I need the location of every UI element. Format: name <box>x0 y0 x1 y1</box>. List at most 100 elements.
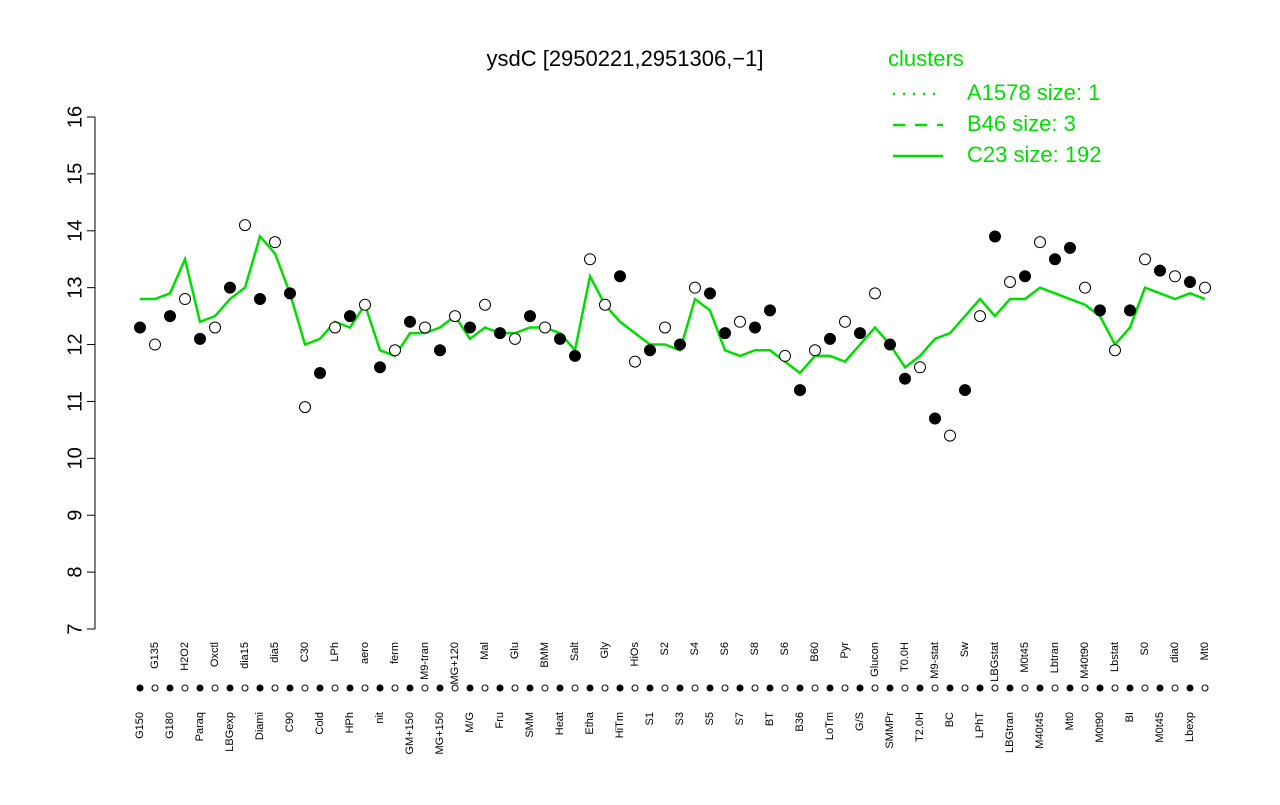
x-tick-label: HiTm <box>614 712 626 738</box>
rug-dot <box>916 684 924 692</box>
data-point <box>194 332 206 345</box>
data-point <box>629 355 641 368</box>
data-point <box>689 281 701 294</box>
x-tick-label: Salt <box>569 642 581 661</box>
data-point <box>404 315 416 328</box>
data-point <box>1154 264 1166 277</box>
rug-dot <box>961 684 969 692</box>
rug-dot <box>1156 684 1164 692</box>
rug-dot <box>511 684 519 692</box>
x-tick-label: G180 <box>164 712 176 739</box>
x-tick-label: Glucon <box>869 642 881 677</box>
rug-dot <box>496 684 504 692</box>
rug-dot <box>601 684 609 692</box>
data-point <box>809 344 821 357</box>
x-tick-label: G150 <box>134 712 146 739</box>
y-tick-label: 9 <box>64 510 86 521</box>
x-tick-label: Diami <box>254 712 266 740</box>
x-tick-label: S8 <box>749 642 761 655</box>
data-point <box>434 344 446 357</box>
data-point <box>869 287 881 300</box>
data-point <box>1199 281 1211 294</box>
data-point <box>929 412 941 425</box>
x-tick-label: BC <box>944 712 956 727</box>
y-tick-label: 13 <box>64 277 86 299</box>
rug-dot <box>901 684 909 692</box>
data-point <box>494 327 506 340</box>
data-point <box>914 361 926 374</box>
data-point <box>584 253 596 266</box>
rug-dot <box>316 684 324 692</box>
rug-dot <box>556 684 564 692</box>
rug-dot <box>196 684 204 692</box>
data-point <box>989 230 1001 243</box>
data-point <box>824 332 836 345</box>
rug-dot <box>1021 684 1029 692</box>
rug-dot <box>766 684 774 692</box>
x-tick-label: dia0 <box>1169 642 1181 663</box>
rug-dot <box>991 684 999 692</box>
x-tick-label: Paraq <box>194 712 206 741</box>
data-point <box>944 429 956 442</box>
data-point <box>674 338 686 351</box>
rug-dot <box>301 684 309 692</box>
y-tick-label: 8 <box>64 567 86 578</box>
rug-dot <box>946 684 954 692</box>
x-tick-label: Oxctl <box>209 642 221 667</box>
rug-dot <box>166 684 174 692</box>
data-point <box>254 293 266 306</box>
x-tick-label: Pyr <box>839 642 851 659</box>
rug-dot <box>646 684 654 692</box>
rug-dot <box>796 684 804 692</box>
rug-dot <box>811 684 819 692</box>
rug-dot <box>136 684 144 692</box>
data-point <box>314 367 326 379</box>
x-tick-label: MG+150 <box>434 712 446 755</box>
rug-dot <box>436 684 444 692</box>
data-point <box>209 321 221 334</box>
rug-dot <box>271 684 279 692</box>
rug-dot <box>856 684 864 692</box>
data-point <box>1004 275 1016 288</box>
data-point <box>644 344 656 357</box>
data-point <box>329 321 341 334</box>
x-tick-label: LoTm <box>824 712 836 740</box>
data-point <box>614 270 626 283</box>
x-tick-label: M/G <box>464 712 476 733</box>
data-point <box>794 384 806 397</box>
x-tick-label: LPhT <box>974 712 986 739</box>
rug-dot <box>1081 684 1089 692</box>
rug-dot <box>466 684 474 692</box>
x-tick-label: Mt0 <box>1199 642 1211 660</box>
y-tick-label: 16 <box>64 106 86 128</box>
data-point <box>419 321 431 334</box>
rug-dot <box>226 684 234 692</box>
rug-dot <box>751 684 759 692</box>
x-tick-label: nit <box>374 712 386 724</box>
y-tick-label: 15 <box>64 163 86 185</box>
data-point <box>179 293 191 306</box>
data-point <box>704 287 716 300</box>
y-tick-label: 12 <box>64 333 86 355</box>
x-tick-label: S5 <box>704 712 716 725</box>
rug-dot <box>826 684 834 692</box>
data-point <box>269 236 281 249</box>
data-point <box>554 332 566 345</box>
rug-dot <box>691 684 699 692</box>
x-tick-label: HiOs <box>629 642 641 667</box>
x-tick-label: C90 <box>284 712 296 732</box>
rug-dot <box>1201 684 1209 692</box>
rug-dot <box>181 684 189 692</box>
data-point <box>539 321 551 334</box>
x-tick-label: S6 <box>779 642 791 655</box>
data-point <box>959 384 971 397</box>
data-point <box>569 349 581 362</box>
data-point <box>884 338 896 351</box>
data-point <box>389 344 401 357</box>
rug-dot <box>241 684 249 692</box>
x-tick-label: S6 <box>719 642 731 655</box>
x-tick-label: S2 <box>659 642 671 655</box>
x-tick-label: B60 <box>809 642 821 662</box>
x-tick-label: BMM <box>539 642 551 668</box>
